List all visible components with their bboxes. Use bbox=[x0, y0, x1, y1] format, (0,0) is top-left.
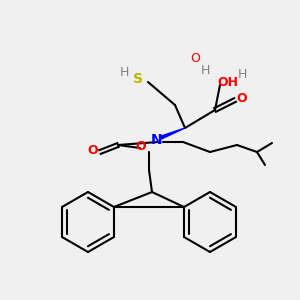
Text: O: O bbox=[88, 143, 98, 157]
Text: S: S bbox=[133, 72, 143, 86]
Text: OH: OH bbox=[218, 76, 239, 88]
Text: H: H bbox=[119, 65, 129, 79]
Text: O: O bbox=[136, 140, 146, 154]
Text: O: O bbox=[190, 52, 200, 64]
Text: H: H bbox=[237, 68, 247, 82]
Text: H: H bbox=[200, 64, 210, 76]
Text: N: N bbox=[151, 133, 163, 147]
Polygon shape bbox=[159, 128, 185, 140]
Text: O: O bbox=[237, 92, 247, 104]
